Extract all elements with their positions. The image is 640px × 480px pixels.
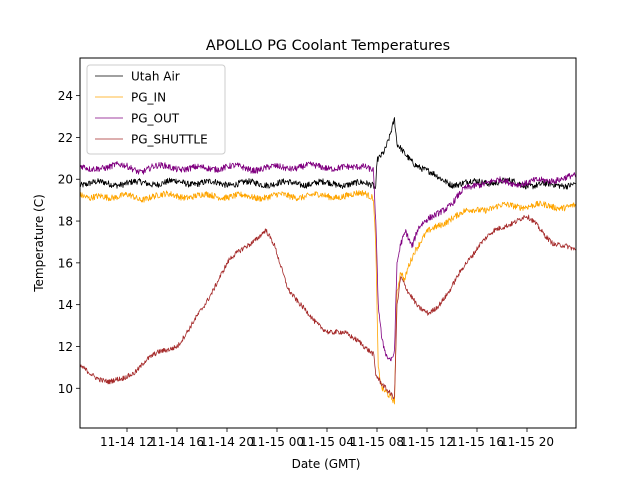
x-tick-label: 11-15 00	[250, 435, 304, 449]
y-tick-label: 16	[58, 256, 73, 270]
y-tick-label: 18	[58, 215, 73, 229]
legend-label: PG_IN	[131, 91, 166, 105]
x-tick-label: 11-14 12	[100, 435, 154, 449]
x-tick-label: 11-15 04	[300, 435, 354, 449]
plot-lines	[80, 117, 576, 405]
x-tick-label: 11-15 20	[500, 435, 554, 449]
legend: Utah Air PG_IN PG_OUT PG_SHUTTLE	[86, 64, 226, 155]
x-tick-label: 11-15 16	[450, 435, 504, 449]
chart-title: APOLLO PG Coolant Temperatures	[206, 38, 450, 54]
x-axis-label: Date (GMT)	[292, 457, 361, 471]
legend-box	[86, 64, 226, 155]
x-tick-label: 11-15 08	[350, 435, 404, 449]
y-axis-label: Temperature (C)	[32, 194, 46, 293]
x-tick-label: 11-15 12	[400, 435, 454, 449]
y-tick-label: 12	[58, 340, 73, 354]
series-line-pg-in	[80, 190, 576, 405]
series-line-utah-air	[80, 117, 576, 190]
x-tick-label: 11-14 16	[150, 435, 204, 449]
x-tick-label: 11-14 20	[200, 435, 254, 449]
axes-frame	[79, 57, 577, 429]
legend-label: PG_SHUTTLE	[131, 133, 208, 147]
y-axis: 10 12 14 16 18 20 22 24	[58, 89, 80, 396]
y-tick-label: 14	[58, 298, 73, 312]
y-tick-label: 22	[58, 131, 73, 145]
series-line-pg-shuttle	[80, 214, 576, 400]
y-tick-label: 24	[58, 89, 73, 103]
y-tick-label: 20	[58, 173, 73, 187]
y-tick-label: 10	[58, 382, 73, 396]
series-line-pg-out	[80, 161, 576, 362]
legend-label: Utah Air	[131, 70, 180, 84]
legend-label: PG_OUT	[131, 112, 180, 126]
